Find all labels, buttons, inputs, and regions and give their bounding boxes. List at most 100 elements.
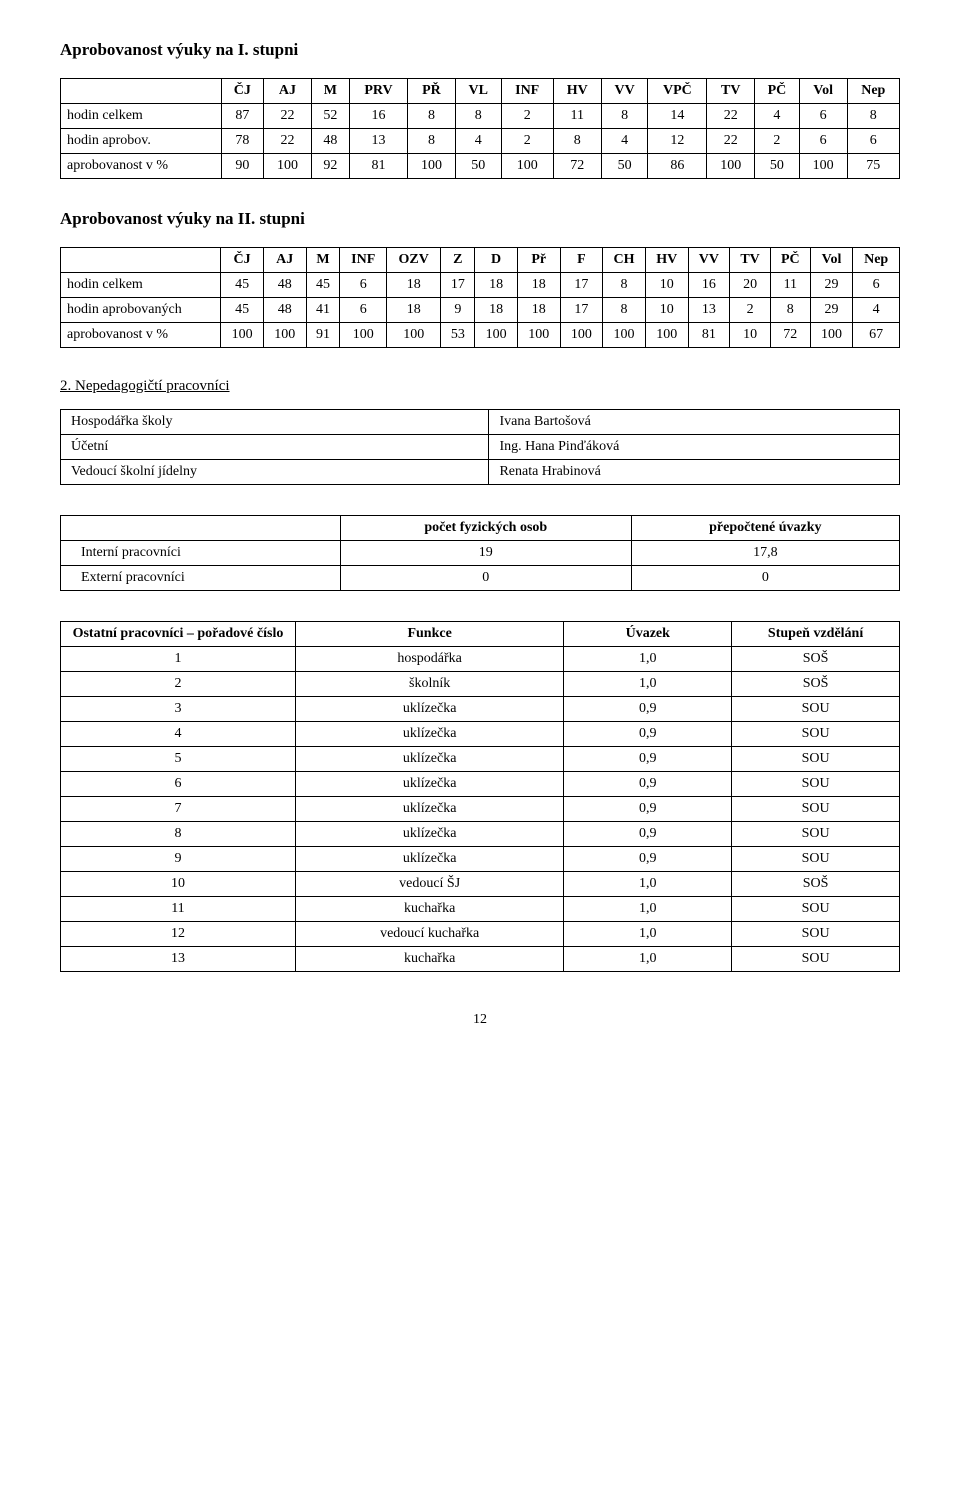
column-header: Př [517,248,560,273]
column-header: PRV [349,79,407,104]
role-cell: Hospodářka školy [61,410,489,435]
column-header: INF [340,248,387,273]
column-header: HV [645,248,688,273]
data-cell: 6 [847,129,899,154]
column-header: Vol [810,248,853,273]
data-cell: SOU [732,847,900,872]
data-cell: 8 [455,104,501,129]
data-cell: 1 [61,647,296,672]
data-cell: 0,9 [564,772,732,797]
data-cell: 10 [61,872,296,897]
data-cell: 100 [340,323,387,348]
data-cell: 1,0 [564,897,732,922]
column-header: ČJ [221,248,264,273]
column-header: PŘ [408,79,456,104]
table-corner [61,79,222,104]
data-cell: 8 [603,273,646,298]
data-cell: 81 [688,323,730,348]
data-cell: 18 [387,273,441,298]
data-cell: 8 [61,822,296,847]
data-cell: SOU [732,722,900,747]
data-cell: 100 [810,323,853,348]
data-cell: 4 [755,104,800,129]
data-cell: 3 [61,697,296,722]
column-header: INF [501,79,553,104]
column-header: Vol [799,79,847,104]
data-cell: 50 [601,154,648,179]
data-cell: 100 [408,154,456,179]
column-header: M [306,248,340,273]
column-header: TV [707,79,755,104]
data-cell: 6 [799,104,847,129]
data-cell: 2 [755,129,800,154]
data-cell: SOU [732,922,900,947]
data-cell: 8 [408,104,456,129]
data-cell: SOŠ [732,872,900,897]
column-header: Nep [853,248,900,273]
data-cell: 18 [475,298,518,323]
data-cell: 67 [853,323,900,348]
data-cell: 100 [475,323,518,348]
data-cell: 22 [264,104,312,129]
data-cell: 11 [61,897,296,922]
data-cell: 48 [263,273,306,298]
column-header: Nep [847,79,899,104]
data-cell: 78 [221,129,263,154]
role-cell: Ivana Bartošová [489,410,900,435]
data-cell: 13 [61,947,296,972]
data-cell: 1,0 [564,922,732,947]
table-aprob-1: ČJAJMPRVPŘVLINFHVVVVPČTVPČVolNep hodin c… [60,78,900,179]
table-corner [61,248,221,273]
table-staff: Ostatní pracovníci – pořadové čísloFunkc… [60,621,900,972]
data-cell: SOU [732,697,900,722]
data-cell: 10 [730,323,771,348]
data-cell: 18 [517,298,560,323]
role-cell: Účetní [61,435,489,460]
data-cell: 72 [553,154,601,179]
table-roles: Hospodářka školyIvana BartošováÚčetníIng… [60,409,900,485]
column-header: TV [730,248,771,273]
data-cell: 90 [221,154,263,179]
data-cell: 1,0 [564,872,732,897]
column-header: F [560,248,603,273]
data-cell: 100 [264,154,312,179]
row-label: hodin aprobovaných [61,298,221,323]
data-cell: 10 [645,298,688,323]
column-header: VPČ [648,79,707,104]
column-header: Úvazek [564,622,732,647]
data-cell: 50 [455,154,501,179]
data-cell: 48 [263,298,306,323]
data-cell: 81 [349,154,407,179]
data-cell: 2 [61,672,296,697]
data-cell: 45 [221,273,264,298]
data-cell: 100 [603,323,646,348]
column-header: Ostatní pracovníci – pořadové číslo [61,622,296,647]
data-cell: 45 [221,298,264,323]
column-header: AJ [264,79,312,104]
data-cell: 100 [560,323,603,348]
row-label: hodin celkem [61,273,221,298]
data-cell: 72 [770,323,810,348]
data-cell: 53 [441,323,475,348]
data-cell: 6 [799,129,847,154]
column-header: PČ [770,248,810,273]
data-cell: 17 [441,273,475,298]
column-header: VV [688,248,730,273]
data-cell: 18 [517,273,560,298]
data-cell: 0 [631,566,899,591]
data-cell: 92 [311,154,349,179]
data-cell: 52 [311,104,349,129]
data-cell: 100 [501,154,553,179]
data-cell: 4 [853,298,900,323]
data-cell: uklízečka [295,697,563,722]
data-cell: uklízečka [295,722,563,747]
data-cell: 0,9 [564,847,732,872]
data-cell: SOŠ [732,672,900,697]
table-aprob-2: ČJAJMINFOZVZDPřFCHHVVVTVPČVolNep hodin c… [60,247,900,348]
data-cell: 8 [553,129,601,154]
data-cell: 11 [770,273,810,298]
data-cell: 2 [501,104,553,129]
data-cell: 41 [306,298,340,323]
data-cell: 0,9 [564,697,732,722]
data-cell: 50 [755,154,800,179]
